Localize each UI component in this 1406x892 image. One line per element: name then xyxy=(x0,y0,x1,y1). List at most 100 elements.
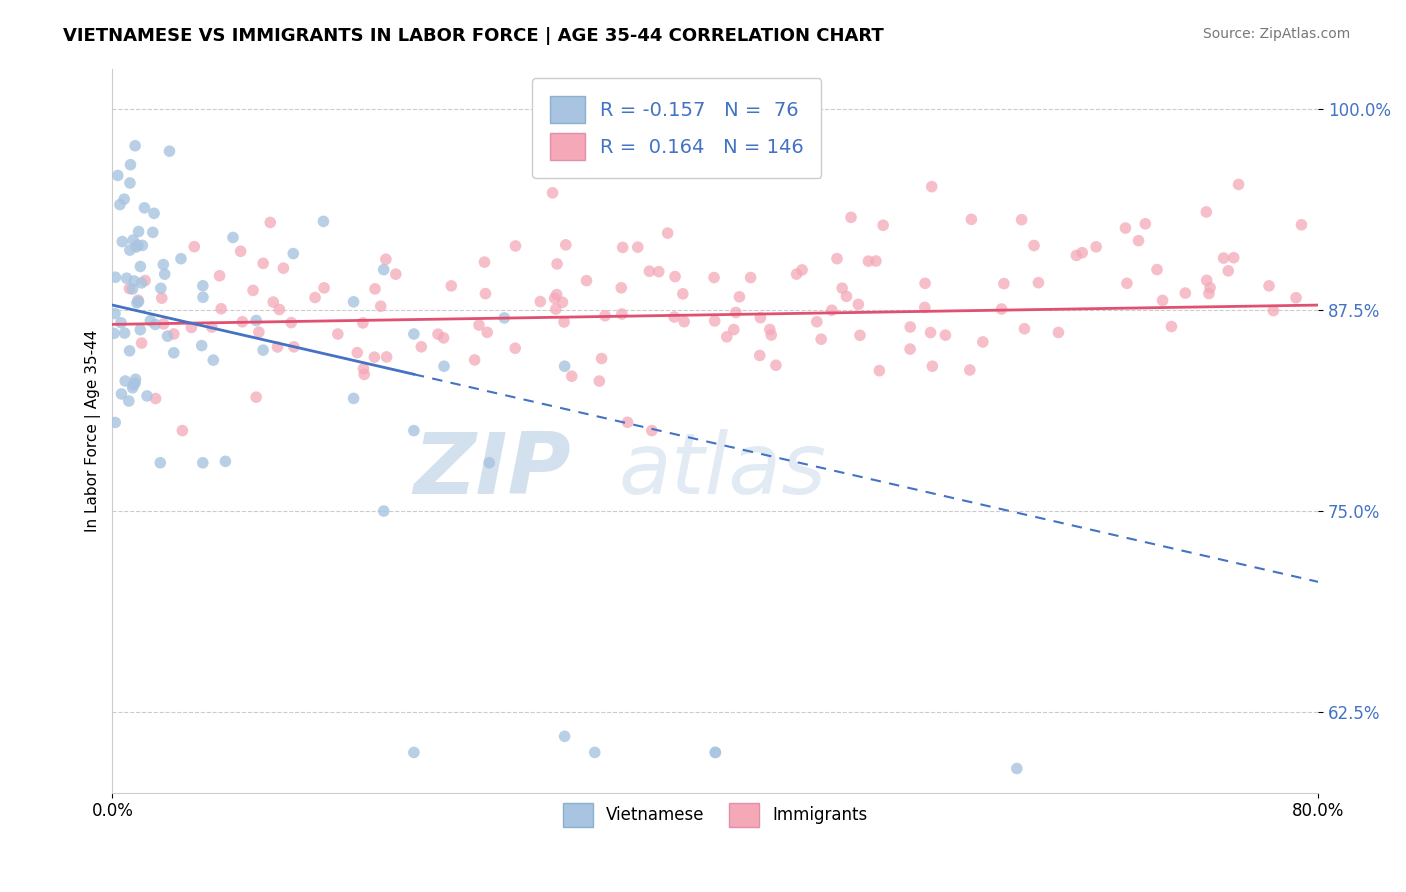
Point xyxy=(131,276,153,290)
Point xyxy=(1128,234,1150,248)
Point xyxy=(128,294,150,309)
Point xyxy=(125,296,148,310)
Point xyxy=(129,260,152,274)
Point xyxy=(543,291,565,305)
Point xyxy=(149,281,172,295)
Point xyxy=(118,243,141,257)
Point xyxy=(846,297,869,311)
Point xyxy=(1195,205,1218,219)
Point xyxy=(1160,319,1182,334)
Point xyxy=(591,351,613,366)
Point xyxy=(1022,238,1045,252)
Point xyxy=(541,186,564,200)
Point xyxy=(353,361,375,376)
Point xyxy=(1227,178,1250,192)
Point xyxy=(259,215,281,229)
Point xyxy=(575,274,598,288)
Point xyxy=(304,291,326,305)
Point xyxy=(914,301,936,315)
Point xyxy=(202,353,225,368)
Point xyxy=(112,192,135,206)
Point xyxy=(114,326,136,340)
Point xyxy=(191,456,214,470)
Y-axis label: In Labor Force | Age 35-44: In Labor Force | Age 35-44 xyxy=(86,329,101,532)
Point xyxy=(110,387,132,401)
Point xyxy=(835,289,858,303)
Point xyxy=(648,265,671,279)
Point xyxy=(960,212,983,227)
Point xyxy=(934,328,956,343)
Point xyxy=(529,294,551,309)
Point xyxy=(124,372,146,386)
Point xyxy=(124,376,146,390)
Point xyxy=(1222,251,1244,265)
Point xyxy=(115,271,138,285)
Point xyxy=(475,326,498,340)
Point xyxy=(1199,281,1222,295)
Point xyxy=(1047,326,1070,340)
Point xyxy=(108,197,131,211)
Point xyxy=(201,320,224,334)
Point xyxy=(544,302,567,317)
Point xyxy=(312,214,335,228)
Point xyxy=(122,274,145,288)
Point xyxy=(664,269,686,284)
Point xyxy=(593,309,616,323)
Point xyxy=(114,374,136,388)
Point xyxy=(627,240,650,254)
Point xyxy=(229,244,252,259)
Point xyxy=(118,343,141,358)
Point xyxy=(914,277,936,291)
Point xyxy=(145,392,167,406)
Point xyxy=(1218,264,1240,278)
Point xyxy=(806,315,828,329)
Point xyxy=(342,294,364,309)
Point xyxy=(191,290,214,304)
Point xyxy=(432,331,454,345)
Point xyxy=(1066,248,1088,262)
Point xyxy=(1028,276,1050,290)
Point xyxy=(342,392,364,406)
Point xyxy=(638,264,661,278)
Point xyxy=(283,340,305,354)
Point xyxy=(374,252,396,267)
Point xyxy=(121,381,143,395)
Point xyxy=(245,390,267,404)
Point xyxy=(1085,240,1108,254)
Point xyxy=(1258,278,1281,293)
Point xyxy=(494,310,516,325)
Point xyxy=(561,369,583,384)
Point xyxy=(993,277,1015,291)
Point xyxy=(121,282,143,296)
Point xyxy=(139,314,162,328)
Point xyxy=(673,315,696,329)
Point xyxy=(831,281,853,295)
Point xyxy=(478,456,501,470)
Point xyxy=(128,225,150,239)
Point xyxy=(125,240,148,254)
Point xyxy=(583,746,606,760)
Point xyxy=(546,257,568,271)
Point xyxy=(231,315,253,329)
Point xyxy=(402,424,425,438)
Point xyxy=(280,316,302,330)
Point xyxy=(703,314,725,328)
Point xyxy=(103,326,125,341)
Point xyxy=(143,318,166,332)
Point xyxy=(546,287,568,301)
Text: VIETNAMESE VS IMMIGRANTS IN LABOR FORCE | AGE 35-44 CORRELATION CHART: VIETNAMESE VS IMMIGRANTS IN LABOR FORCE … xyxy=(63,27,884,45)
Point xyxy=(464,353,486,368)
Point xyxy=(765,358,787,372)
Point xyxy=(921,359,943,374)
Point xyxy=(159,145,181,159)
Point xyxy=(252,343,274,358)
Text: Source: ZipAtlas.com: Source: ZipAtlas.com xyxy=(1202,27,1350,41)
Point xyxy=(134,201,156,215)
Point xyxy=(266,340,288,354)
Point xyxy=(1285,291,1308,305)
Point xyxy=(474,286,496,301)
Point xyxy=(156,329,179,343)
Point xyxy=(183,240,205,254)
Point xyxy=(810,332,832,346)
Point xyxy=(440,278,463,293)
